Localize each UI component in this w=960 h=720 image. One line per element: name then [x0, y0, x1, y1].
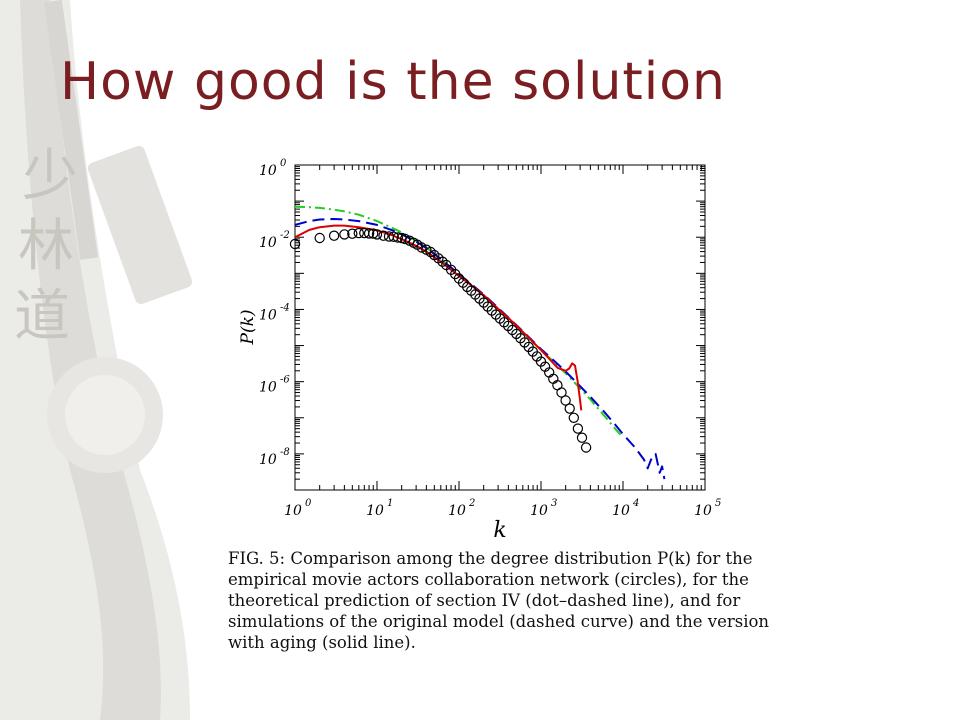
empirical-data-point — [580, 442, 592, 453]
y-axis-label: P(k) — [238, 309, 258, 345]
svg-text:10: 10 — [259, 380, 277, 396]
svg-text:少: 少 — [22, 144, 78, 209]
svg-text:林: 林 — [18, 214, 74, 279]
empirical-data-point — [363, 228, 375, 239]
x-axis-label: k — [493, 518, 506, 543]
tick-labels: 10 0 10 1 10 2 10 3 10 4 10 510 010 -210 -410 -610 -8 — [259, 158, 721, 519]
empirical-data-point — [339, 229, 350, 240]
empirical-data-point — [367, 228, 379, 239]
y-tick-label: 10 -8 — [259, 447, 290, 468]
x-tick-label: 10 4 — [612, 498, 639, 519]
svg-text:0: 0 — [305, 498, 312, 509]
svg-text:2: 2 — [468, 498, 475, 509]
x-tick-label: 10 0 — [284, 498, 312, 519]
svg-text:10: 10 — [366, 503, 384, 519]
y-tick-label: 10 -4 — [259, 302, 290, 323]
svg-text:道: 道 — [14, 284, 70, 349]
y-tick-label: 10 -6 — [259, 375, 290, 396]
empirical-data-point — [314, 232, 325, 244]
y-tick-label: 10 -2 — [259, 230, 290, 251]
x-tick-label: 10 2 — [448, 498, 475, 519]
empirical-data-point — [576, 432, 588, 443]
x-tick-label: 10 5 — [694, 498, 721, 519]
svg-text:-2: -2 — [280, 230, 290, 241]
data-series — [289, 205, 666, 480]
empirical-data-point — [353, 227, 365, 239]
empirical-data-point — [425, 246, 436, 258]
svg-text:10: 10 — [612, 503, 630, 519]
empirical-data-point — [564, 403, 575, 414]
svg-text:10: 10 — [259, 163, 277, 179]
x-tick-label: 10 3 — [530, 498, 557, 519]
empirical-data-point — [560, 395, 571, 406]
svg-text:10: 10 — [530, 503, 548, 519]
empirical-data-point — [378, 230, 389, 241]
svg-text:3: 3 — [551, 498, 557, 509]
empirical-data-point — [347, 228, 358, 239]
plot-frame — [294, 164, 706, 491]
svg-text:-6: -6 — [280, 375, 290, 386]
empirical-data-point — [437, 256, 448, 267]
svg-text:-4: -4 — [280, 302, 290, 313]
chart-svg: 10 0 10 1 10 2 10 3 10 4 10 510 010 -210 -410 -610 -8 k … — [238, 158, 721, 543]
svg-text:5: 5 — [715, 498, 721, 509]
series-line-original_model — [295, 218, 666, 480]
y-tick-label: 10 0 — [259, 158, 287, 179]
svg-text:10: 10 — [259, 307, 277, 323]
empirical-data-point — [289, 238, 301, 250]
empirical-data-point — [399, 233, 411, 245]
figure-caption: FIG. 5: Comparison among the degree dist… — [228, 549, 770, 652]
empirical-data-point — [416, 242, 427, 253]
chart: 10 0 10 1 10 2 10 3 10 4 10 5 10 0 10 -2 10 -4 10 -6 10 -8 k … — [230, 145, 750, 545]
svg-text:10: 10 — [259, 235, 277, 251]
x-tick-label: 10 1 — [366, 498, 393, 519]
svg-text:4: 4 — [632, 498, 639, 509]
empirical-data-point — [328, 230, 340, 241]
svg-text:10: 10 — [694, 503, 712, 519]
empirical-data-point — [572, 423, 584, 434]
minor-ticks — [294, 164, 706, 491]
series-empirical-circles — [289, 227, 592, 453]
svg-text:-8: -8 — [280, 447, 290, 458]
svg-text:1: 1 — [387, 498, 393, 509]
empirical-data-point — [388, 231, 399, 243]
svg-text:10: 10 — [259, 452, 277, 468]
empirical-data-point — [568, 412, 579, 423]
slide-title: How good is the solution — [60, 52, 727, 112]
series-line-theory — [295, 205, 624, 439]
empirical-data-point — [392, 232, 404, 243]
svg-text:0: 0 — [280, 158, 287, 169]
svg-text:10: 10 — [284, 503, 302, 519]
empirical-data-point — [556, 387, 567, 398]
svg-text:10: 10 — [448, 503, 466, 519]
empirical-data-point — [371, 229, 383, 240]
